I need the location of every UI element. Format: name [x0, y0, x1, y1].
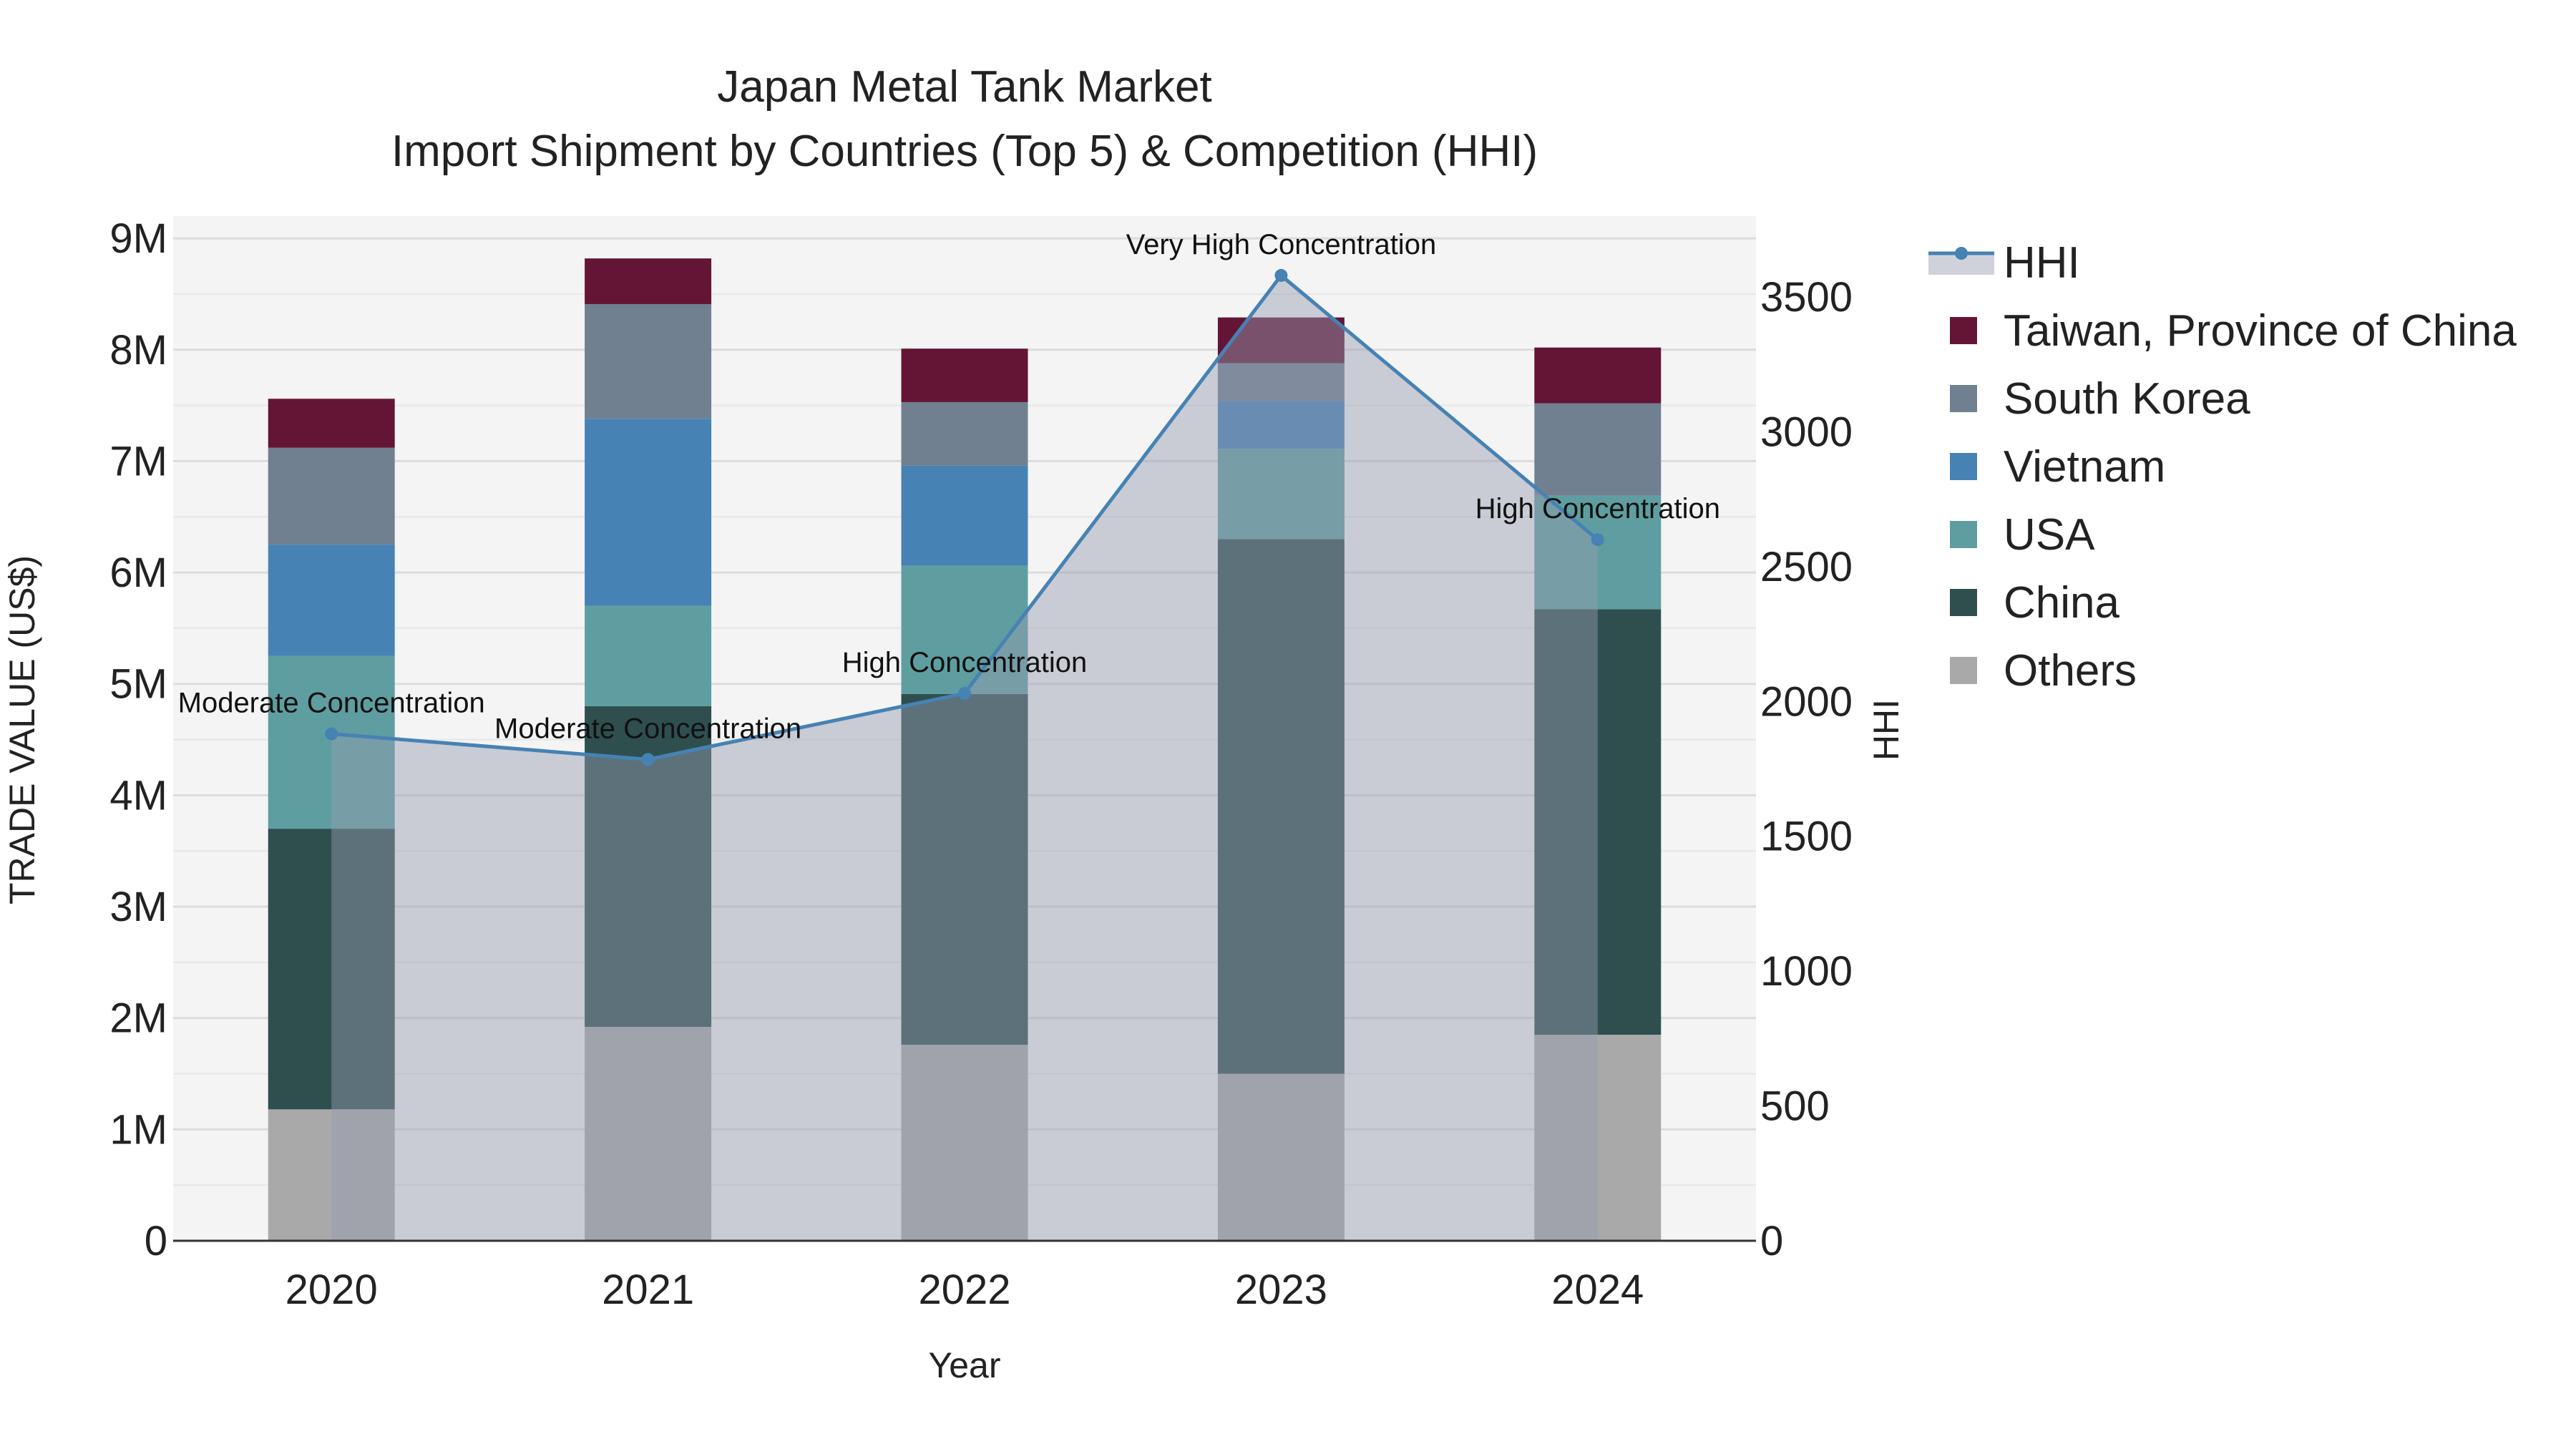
y-tick-label: 1M: [109, 1106, 167, 1153]
axes-layer: 0 1M 2M 3M 4M 5M 6M 7M 8M 9M 0 500 1000 1500 2000 2500 3…: [109, 215, 1853, 1313]
hhi-label-2021: Moderate Concentration: [494, 713, 801, 744]
y-tick-label: 6M: [109, 550, 167, 596]
bar-usa-2023: [1217, 449, 1345, 540]
x-axis-title: Year: [928, 1345, 1000, 1385]
bar-china-2022: [901, 693, 1028, 1045]
bar-usa-2022: [901, 565, 1028, 694]
legend-swatch-taiwan-province-of-china: [1950, 317, 1977, 344]
bar-usa-2024: [1534, 495, 1662, 610]
legend-swatch-usa: [1950, 521, 1977, 548]
legend-label: Taiwan, Province of China: [2004, 306, 2517, 356]
bar-others-2023: [1217, 1073, 1345, 1241]
hhi-point-2023: [1274, 268, 1288, 282]
hhi-point-2020: [325, 727, 338, 741]
chart-title: Japan Metal Tank Market: [717, 62, 1212, 112]
legend-swatch-china: [1950, 589, 1977, 616]
bar-vietnam-2023: [1217, 401, 1345, 449]
y-tick-label: 5M: [109, 661, 167, 708]
x-tick-label: 2020: [286, 1267, 378, 1313]
hhi-point-2024: [1591, 533, 1604, 547]
legend-hhi-swatch-marker: [1955, 247, 1968, 260]
y2-axis-title: HHI: [1866, 699, 1906, 761]
bar-others-2022: [901, 1045, 1028, 1241]
legend-label: South Korea: [2004, 374, 2250, 424]
bar-taiwan-province-of-china-2024: [1534, 347, 1662, 404]
hhi-label-2023: Very High Concentration: [1126, 229, 1437, 260]
hhi-layer: Moderate Concentration Moderate Concentra…: [178, 229, 1720, 1241]
y-tick-label: 9M: [109, 215, 167, 262]
bar-taiwan-province-of-china-2021: [585, 258, 712, 304]
legend-label: USA: [2004, 510, 2095, 560]
hhi-point-2021: [641, 753, 655, 766]
y2-tick-label: 1500: [1760, 814, 1853, 860]
bar-usa-2020: [268, 655, 395, 829]
y-tick-label: 7M: [109, 438, 167, 484]
bar-south-korea-2022: [901, 401, 1028, 466]
y2-tick-label: 2500: [1760, 544, 1853, 590]
x-tick-label: 2021: [602, 1267, 694, 1313]
bar-china-2020: [268, 829, 395, 1110]
y-tick-label: 4M: [109, 772, 167, 819]
y2-tick-label: 3500: [1760, 274, 1853, 321]
legend-label: Others: [2004, 646, 2137, 696]
bar-vietnam-2022: [901, 465, 1028, 566]
bar-taiwan-province-of-china-2023: [1217, 317, 1345, 364]
y-tick-label: 0: [145, 1218, 167, 1264]
bar-south-korea-2020: [268, 447, 395, 545]
bars-layer: [268, 258, 1662, 1241]
y-tick-label: 3M: [109, 884, 167, 930]
bar-taiwan-province-of-china-2020: [268, 399, 395, 448]
x-tick-label: 2024: [1551, 1267, 1644, 1313]
bar-vietnam-2021: [585, 419, 712, 606]
bar-china-2024: [1534, 609, 1662, 1035]
bar-china-2023: [1217, 539, 1345, 1074]
bar-others-2021: [585, 1027, 712, 1241]
legend: HHI Taiwan, Province of China South Korea V…: [1928, 238, 2517, 696]
x-tick-label: 2023: [1235, 1267, 1327, 1313]
y2-tick-label: 500: [1760, 1083, 1830, 1130]
bar-vietnam-2020: [268, 545, 395, 656]
hhi-area: [331, 275, 1598, 1241]
bar-others-2024: [1534, 1035, 1662, 1241]
y2-tick-label: 2000: [1760, 678, 1853, 725]
bar-usa-2021: [585, 605, 712, 706]
legend-label: Vietnam: [2004, 442, 2165, 492]
y2-tick-label: 0: [1760, 1218, 1783, 1264]
bar-south-korea-2024: [1534, 403, 1662, 496]
hhi-point-2022: [958, 687, 971, 701]
bar-taiwan-province-of-china-2022: [901, 348, 1028, 402]
legend-label: HHI: [2004, 238, 2080, 288]
bar-others-2020: [268, 1109, 395, 1241]
y2-tick-label: 3000: [1760, 409, 1853, 455]
legend-swatch-south-korea: [1950, 385, 1977, 412]
legend-swatch-vietnam: [1950, 453, 1977, 480]
y2-tick-label: 1000: [1760, 948, 1853, 995]
y-tick-label: 2M: [109, 995, 167, 1042]
bar-south-korea-2023: [1217, 363, 1345, 401]
hhi-label-2020: Moderate Concentration: [178, 688, 485, 719]
y-tick-label: 8M: [109, 327, 167, 374]
legend-swatch-others: [1950, 657, 1977, 684]
hhi-label-2024: High Concentration: [1475, 493, 1720, 525]
bar-south-korea-2021: [585, 303, 712, 419]
chart-subtitle: Import Shipment by Countries (Top 5) & C…: [391, 127, 1538, 176]
legend-label: China: [2004, 578, 2120, 628]
hhi-label-2022: High Concentration: [842, 647, 1087, 678]
y-axis-title: TRADE VALUE (US$): [2, 555, 42, 904]
x-tick-label: 2022: [918, 1267, 1010, 1313]
